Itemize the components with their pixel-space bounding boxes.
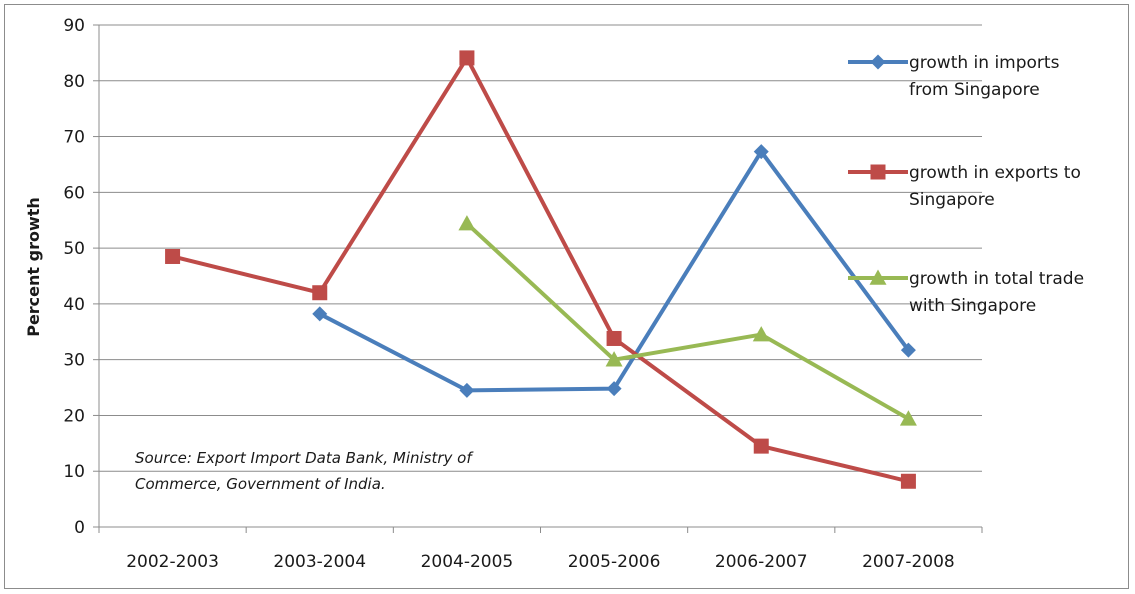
- x-tick-label: 2006-2007: [715, 552, 808, 572]
- data-point-diamond: [459, 382, 475, 398]
- y-axis-label: Percent growth: [24, 197, 43, 337]
- y-tick-label: 20: [63, 406, 85, 426]
- source-note: Source: Export Import Data Bank, Ministr…: [135, 449, 474, 493]
- x-tick-label: 2005-2006: [568, 552, 661, 572]
- series-triangle: [458, 215, 917, 426]
- data-point-triangle: [458, 215, 476, 231]
- y-tick-label: 70: [63, 128, 85, 148]
- source-note-line-2: Commerce, Government of India.: [135, 475, 386, 493]
- data-point-square: [459, 50, 475, 66]
- y-tick-label: 90: [63, 16, 85, 36]
- data-point-diamond: [606, 381, 622, 397]
- series-square: [165, 50, 916, 489]
- series: [165, 50, 917, 489]
- x-tick-label: 2007-2008: [862, 552, 955, 572]
- data-point-diamond: [312, 306, 328, 322]
- y-tick-label: 50: [63, 239, 85, 259]
- x-tick-label: 2002-2003: [126, 552, 219, 572]
- data-point-triangle: [605, 351, 623, 367]
- y-tick-label: 30: [63, 351, 85, 371]
- y-tick-label: 80: [63, 72, 85, 92]
- legend-marker-triangle: [869, 269, 887, 285]
- data-point-diamond: [900, 342, 916, 358]
- y-tick-labels: 0 10 20 30 40 50 60 70 80 90: [63, 16, 85, 538]
- data-point-square: [312, 285, 328, 301]
- legend-label: growth in imports: [909, 53, 1060, 73]
- gridlines: [99, 24, 982, 472]
- series-diamond: [312, 144, 916, 398]
- legend-label: growth in exports to: [909, 163, 1081, 183]
- series-line: [172, 55, 909, 484]
- legend-item: growth in exports to Singapore: [848, 163, 1081, 210]
- y-tick-label: 60: [63, 183, 85, 203]
- y-tick-label: 0: [74, 518, 85, 538]
- data-point-square: [606, 330, 622, 346]
- y-tick-label: 10: [63, 462, 85, 482]
- legend-label: from Singapore: [909, 80, 1040, 100]
- data-point-triangle: [899, 410, 917, 426]
- axes: [93, 24, 983, 533]
- x-tick-label: 2004-2005: [421, 552, 514, 572]
- legend-label: growth in total trade: [909, 269, 1084, 289]
- legend-item: growth in total trade with Singapore: [848, 269, 1084, 316]
- x-tick-labels: 2002-2003 2003-2004 2004-2005 2005-2006 2006…: [126, 552, 955, 572]
- source-note-line-1: Source: Export Import Data Bank, Ministr…: [135, 449, 474, 467]
- legend-marker-square: [870, 164, 886, 180]
- data-point-diamond: [753, 144, 769, 160]
- legend-label: Singapore: [909, 190, 995, 210]
- series-line: [465, 222, 910, 421]
- legend-item: growth in imports from Singapore: [848, 53, 1060, 100]
- data-point-square: [165, 248, 181, 264]
- x-tick-label: 2003-2004: [273, 552, 366, 572]
- legend-marker-diamond: [870, 54, 886, 70]
- y-tick-label: 40: [63, 295, 85, 315]
- data-point-triangle: [752, 326, 770, 342]
- chart-frame: 0 10 20 30 40 50 60 70 80 90 2002-2003 2003-2004 20…: [4, 4, 1129, 589]
- data-point-square: [753, 438, 769, 454]
- legend-label: with Singapore: [909, 296, 1036, 316]
- data-point-square: [900, 473, 916, 489]
